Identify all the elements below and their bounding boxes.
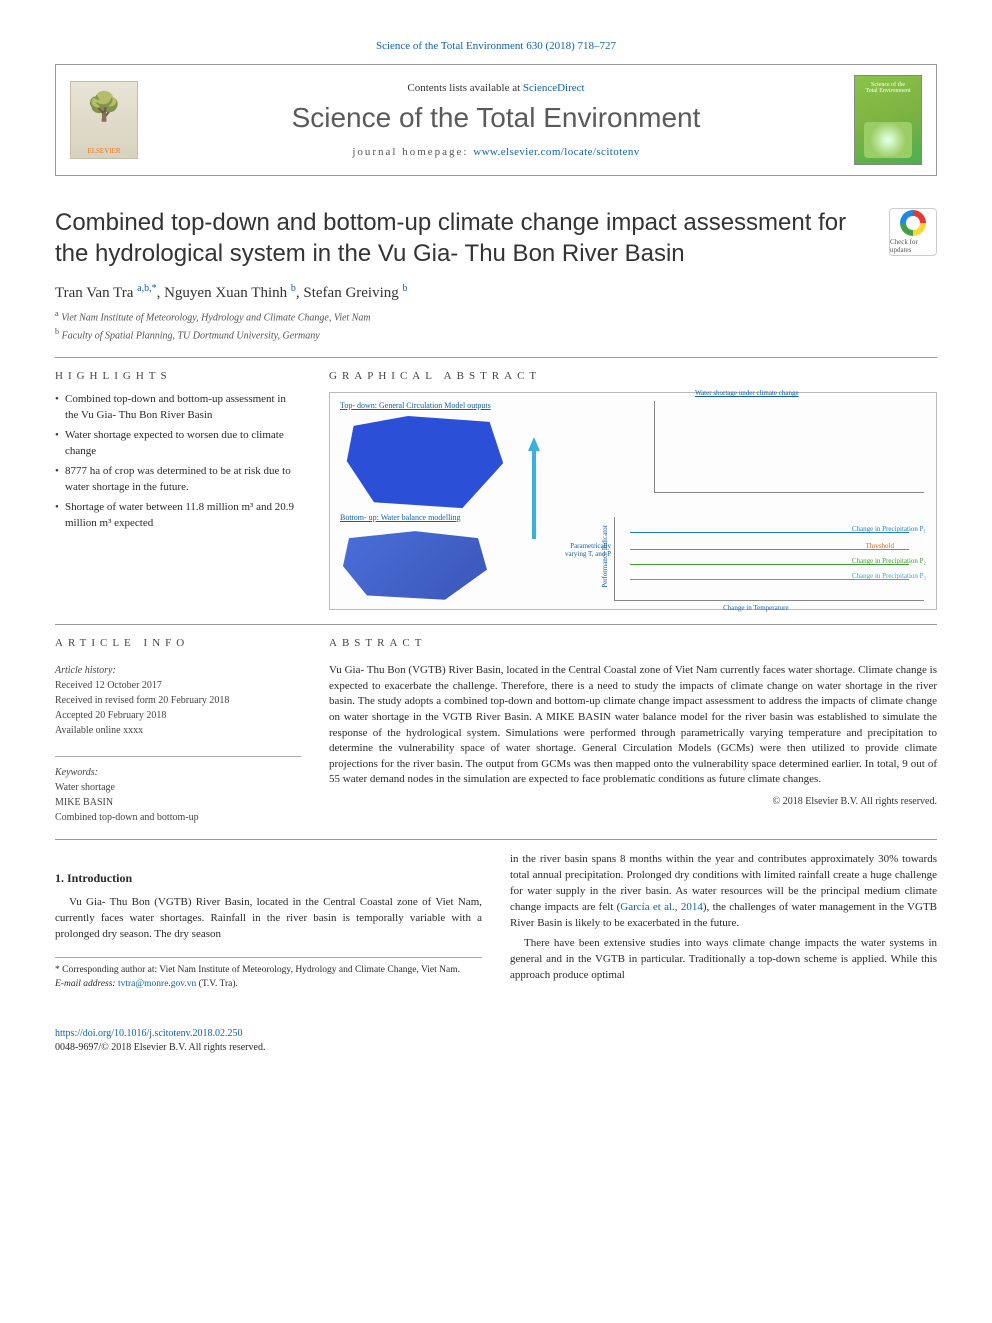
abstract-copyright: © 2018 Elsevier B.V. All rights reserved… [329,796,937,807]
intro-paragraph: There have been extensive studies into w… [510,936,937,984]
ga-bottomup-label: Bottom- up: Water balance modelling [340,513,461,522]
ga-waterbalance-map [340,531,490,601]
abstract-header: ABSTRACT [329,637,937,649]
ga-topdown-label: Top- down: General Circulation Model out… [340,401,491,410]
footer-identifiers: https://doi.org/10.1016/j.scitotenv.2018… [55,1027,937,1055]
highlight-item: Shortage of water between 11.8 million m… [55,500,301,532]
homepage-link[interactable]: www.elsevier.com/locate/scitotenv [473,146,639,158]
elsevier-logo: ELSEVIER [70,81,138,159]
highlights-header: HIGHLIGHTS [55,370,301,382]
ga-shortage-plot: Water shortage under climate change [654,401,924,493]
separator-line [55,357,937,358]
intro-paragraph: Vu Gia- Thu Bon (VGTB) River Basin, loca… [55,895,482,943]
highlights-list: Combined top-down and bottom-up assessme… [55,392,301,532]
homepage-line: journal homepage: www.elsevier.com/locat… [154,146,838,158]
separator-line [55,624,937,625]
abstract-text: Vu Gia- Thu Bon (VGTB) River Basin, loca… [329,663,937,788]
article-authors: Tran Van Tra a,b,*, Nguyen Xuan Thinh b,… [55,283,937,302]
article-history: Article history: Received 12 October 201… [55,663,301,738]
contents-line: Contents lists available at ScienceDirec… [154,82,838,94]
sciencedirect-link[interactable]: ScienceDirect [523,82,585,94]
article-affiliations: a a Viet Nam Institute of Meteorology, H… [55,308,937,343]
graphical-abstract-figure: Top- down: General Circulation Model out… [329,392,937,610]
ga-arrow-icon [528,437,540,451]
highlight-item: Combined top-down and bottom-up assessme… [55,392,301,424]
keywords-block: Keywords: Water shortage MIKE BASIN Comb… [55,765,301,825]
citation-link[interactable]: García et al., 2014 [620,901,703,913]
citation-header: Science of the Total Environment 630 (20… [55,40,937,52]
crossmark-badge[interactable]: Check for updates [889,208,937,256]
corresponding-email-line: E-mail address: tvtra@monre.gov.vn (T.V.… [55,978,482,991]
journal-masthead: ELSEVIER Contents lists available at Sci… [55,64,937,176]
introduction-heading: 1. Introduction [55,870,482,887]
crossmark-icon [900,210,926,236]
journal-cover-thumbnail: Science of the Total Environment [854,75,922,165]
article-info-header: ARTICLE INFO [55,637,301,649]
highlight-item: Water shortage expected to worsen due to… [55,428,301,460]
separator-line [55,839,937,840]
doi-link[interactable]: https://doi.org/10.1016/j.scitotenv.2018… [55,1028,243,1039]
highlight-item: 8777 ha of crop was determined to be at … [55,464,301,496]
corresponding-author-note: * Corresponding author at: Viet Nam Inst… [55,964,482,977]
intro-paragraph: in the river basin spans 8 months within… [510,852,937,932]
article-title: Combined top-down and bottom-up climate … [55,208,869,269]
ga-gcm-map [340,414,510,512]
ga-threshold-chart: Change in Precipitation P₁ Threshold Cha… [614,517,924,601]
journal-name: Science of the Total Environment [154,102,838,134]
graphical-abstract-header: GRAPHICAL ABSTRACT [329,370,937,382]
email-link[interactable]: tvtra@monre.gov.vn [118,979,196,989]
